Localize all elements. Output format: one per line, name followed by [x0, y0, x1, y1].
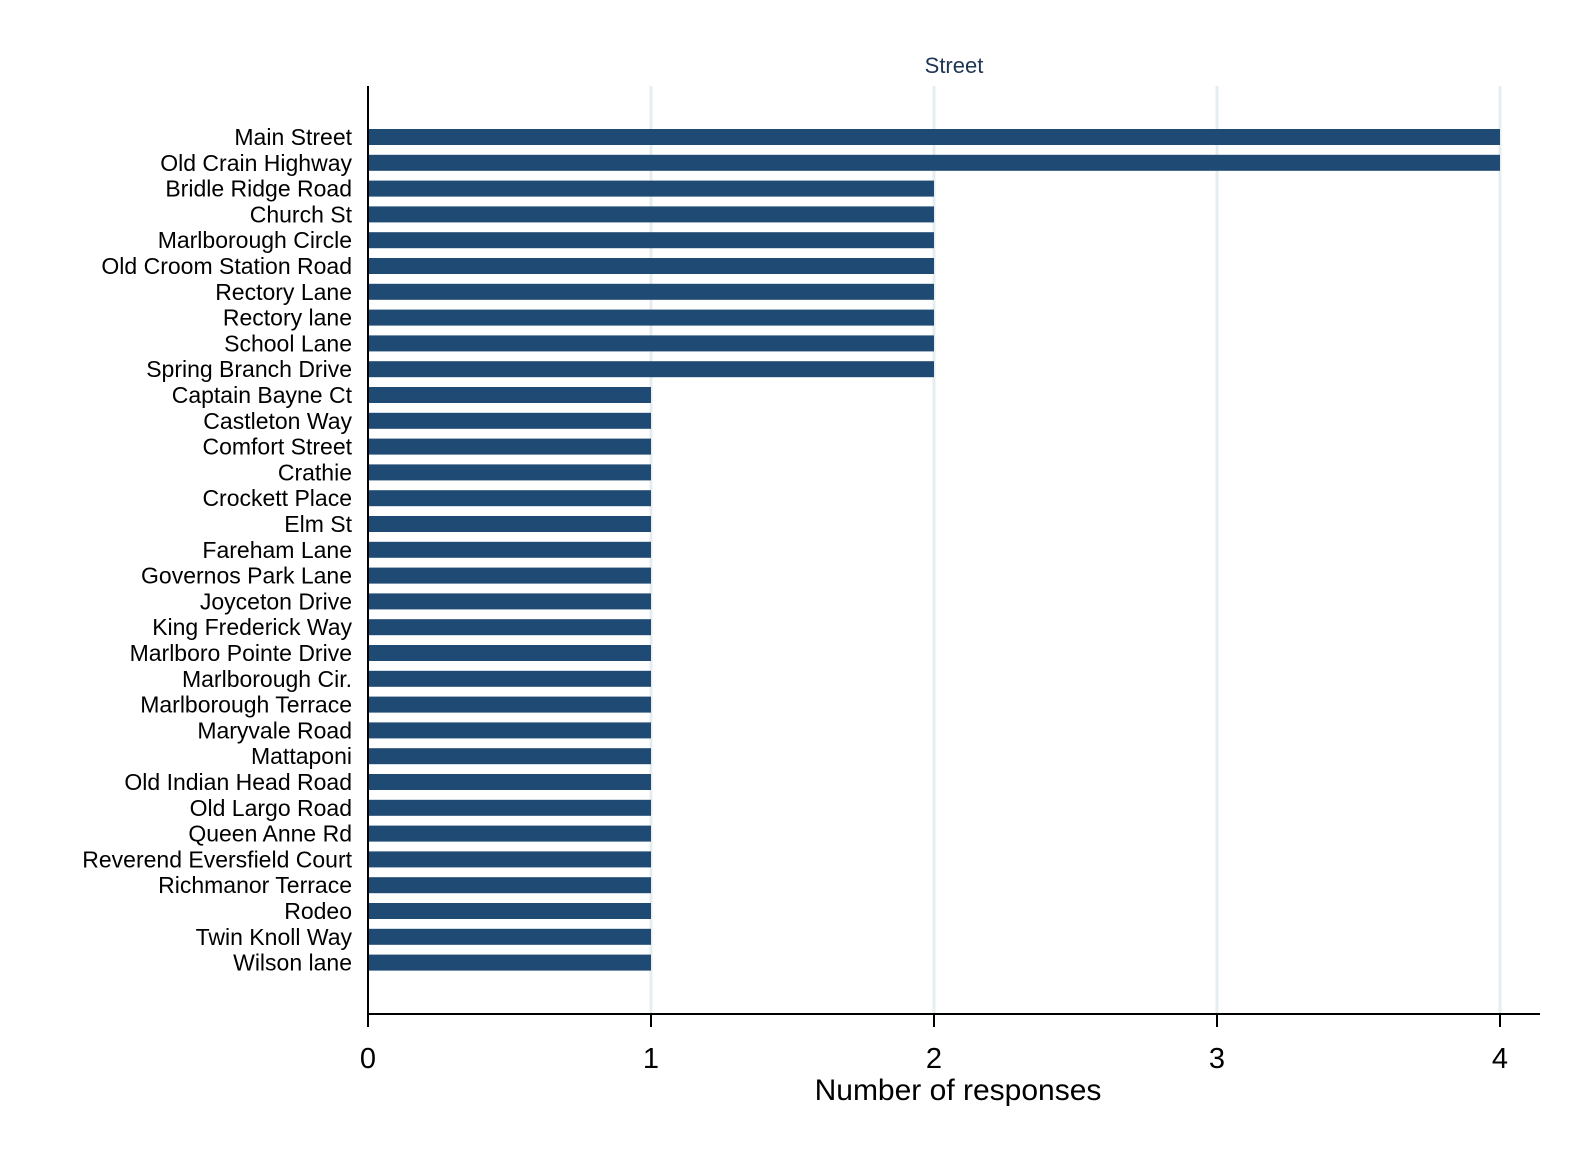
- category-label-13: Crathie: [278, 459, 352, 485]
- bars: [368, 129, 1500, 971]
- x-tick-label-2: 2: [926, 1043, 942, 1075]
- bar-29: [368, 877, 651, 894]
- x-tick-label-1: 1: [643, 1043, 659, 1075]
- bar-32: [368, 954, 651, 971]
- category-label-0: Main Street: [234, 124, 352, 150]
- bar-14: [368, 490, 651, 507]
- bar-13: [368, 464, 651, 481]
- category-label-10: Captain Bayne Ct: [172, 382, 353, 408]
- category-label-8: School Lane: [224, 330, 352, 356]
- grid-lines: [649, 86, 1502, 1014]
- bar-8: [368, 335, 934, 352]
- category-label-24: Mattaponi: [251, 743, 352, 769]
- chart-title: Street: [925, 53, 984, 78]
- category-label-31: Twin Knoll Way: [196, 924, 353, 950]
- category-label-22: Marlborough Terrace: [140, 692, 352, 718]
- category-label-7: Rectory lane: [223, 305, 352, 331]
- bar-3: [368, 206, 934, 223]
- bar-21: [368, 670, 651, 687]
- bar-5: [368, 258, 934, 274]
- bar-18: [368, 593, 651, 610]
- category-label-30: Rodeo: [284, 898, 352, 924]
- x-tick-label-3: 3: [1209, 1043, 1225, 1075]
- bar-27: [368, 825, 651, 842]
- x-axis-ticks: 0 1 2 3 4: [360, 1014, 1508, 1075]
- category-label-21: Marlborough Cir.: [182, 666, 352, 692]
- x-axis-title: Number of responses: [815, 1074, 1102, 1107]
- category-label-25: Old Indian Head Road: [124, 769, 352, 795]
- category-label-6: Rectory Lane: [215, 279, 352, 305]
- category-label-26: Old Largo Road: [190, 795, 352, 821]
- category-label-9: Spring Branch Drive: [146, 356, 352, 382]
- category-label-29: Richmanor Terrace: [158, 872, 352, 898]
- bar-17: [368, 567, 651, 584]
- bar-7: [368, 309, 934, 326]
- bar-2: [368, 180, 934, 197]
- category-label-1: Old Crain Highway: [160, 150, 352, 176]
- bar-25: [368, 774, 651, 790]
- category-label-20: Marlboro Pointe Drive: [130, 640, 352, 666]
- bar-1: [368, 154, 1500, 171]
- bar-20: [368, 645, 651, 661]
- category-label-16: Fareham Lane: [202, 537, 352, 563]
- bar-11: [368, 412, 651, 429]
- category-label-32: Wilson lane: [233, 950, 352, 976]
- category-label-2: Bridle Ridge Road: [165, 176, 352, 202]
- bar-30: [368, 903, 651, 919]
- category-label-3: Church St: [250, 201, 353, 227]
- bar-0: [368, 129, 1500, 145]
- bar-22: [368, 696, 651, 713]
- category-label-15: Elm St: [284, 511, 352, 537]
- bar-6: [368, 283, 934, 300]
- category-label-11: Castleton Way: [203, 408, 352, 434]
- category-label-12: Comfort Street: [202, 434, 352, 460]
- bar-19: [368, 619, 651, 636]
- x-tick-label-4: 4: [1492, 1043, 1508, 1075]
- category-label-14: Crockett Place: [202, 485, 352, 511]
- x-tick-label-0: 0: [360, 1043, 376, 1075]
- bar-31: [368, 928, 651, 945]
- bar-16: [368, 541, 651, 558]
- bar-10: [368, 387, 651, 403]
- bar-23: [368, 722, 651, 739]
- category-label-17: Governos Park Lane: [141, 563, 352, 589]
- category-label-5: Old Croom Station Road: [101, 253, 352, 279]
- category-label-28: Reverend Eversfield Court: [82, 846, 352, 872]
- bar-28: [368, 851, 651, 868]
- category-label-18: Joyceton Drive: [200, 588, 352, 614]
- category-label-4: Marlborough Circle: [158, 227, 352, 253]
- bar-12: [368, 438, 651, 455]
- category-label-19: King Frederick Way: [152, 614, 352, 640]
- category-label-27: Queen Anne Rd: [188, 821, 352, 847]
- bar-15: [368, 516, 651, 532]
- bar-26: [368, 799, 651, 816]
- category-label-23: Maryvale Road: [197, 717, 352, 743]
- bar-24: [368, 748, 651, 765]
- bar-4: [368, 232, 934, 249]
- bar-9: [368, 361, 934, 378]
